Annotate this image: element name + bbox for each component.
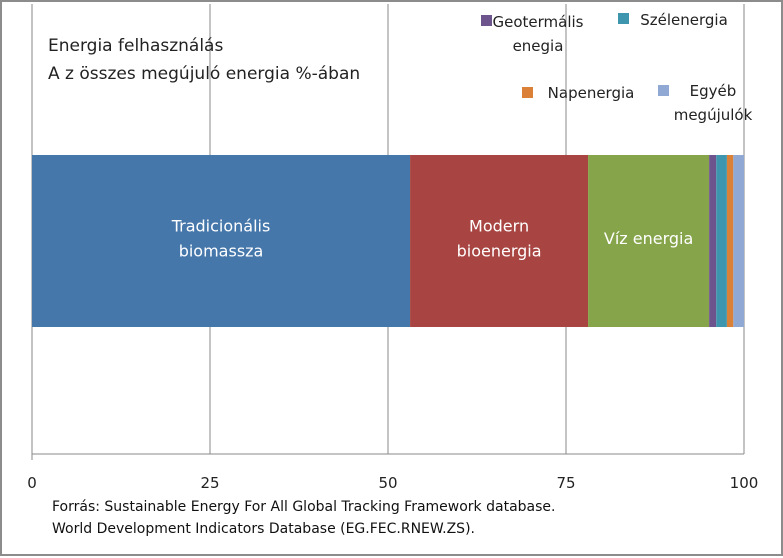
- bar-segment: [32, 155, 411, 327]
- legend-label: megújulók: [674, 106, 753, 124]
- x-tick-label: 50: [378, 474, 397, 492]
- x-tick-label: 100: [730, 474, 759, 492]
- legend-swatch: [658, 85, 669, 96]
- segment-label: Víz energia: [604, 229, 693, 248]
- x-tick-label: 0: [27, 474, 37, 492]
- segment-label: Modern: [469, 217, 529, 236]
- bar-segment: [709, 155, 717, 327]
- legend-label: Szélenergia: [640, 11, 728, 29]
- legend-swatch: [481, 15, 492, 26]
- source-note: World Development Indicators Database (E…: [52, 521, 475, 537]
- segment-label: Tradicionális: [171, 217, 271, 236]
- x-tick-label: 25: [200, 474, 219, 492]
- legend-label: Geotermális: [493, 13, 584, 31]
- legend-swatch: [618, 13, 629, 24]
- chart-title: A z összes megújuló energia %-ában: [48, 64, 360, 84]
- chart-title: Energia felhasználás: [48, 36, 223, 56]
- legend-label: enegia: [513, 37, 564, 55]
- legend-label: Egyéb: [690, 82, 737, 100]
- bar-segment: [716, 155, 727, 327]
- bar-segment: [588, 155, 710, 327]
- x-tick-label: 75: [556, 474, 575, 492]
- legend-swatch: [522, 87, 533, 98]
- segment-label: bioenergia: [457, 242, 542, 261]
- bar-segment: [726, 155, 734, 327]
- bar-segment: [733, 155, 744, 327]
- source-note: Forrás: Sustainable Energy For All Globa…: [52, 499, 555, 515]
- legend-label: Napenergia: [548, 84, 635, 102]
- bar-segment: [410, 155, 589, 327]
- segment-label: biomassza: [179, 242, 264, 261]
